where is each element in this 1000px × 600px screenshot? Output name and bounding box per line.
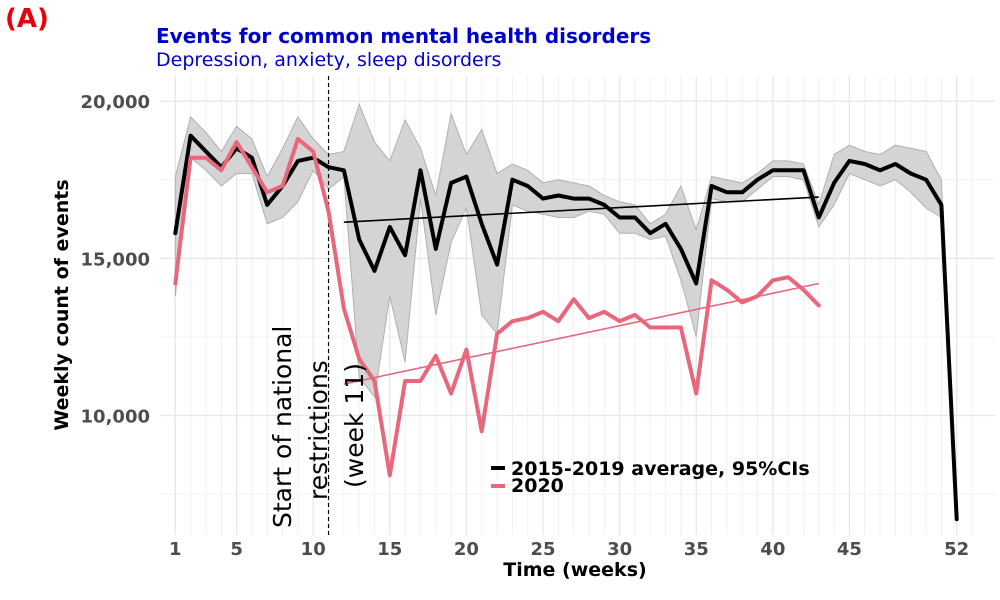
legend-label-average: 2015-2019 average, 95%CIs <box>511 458 810 480</box>
x-tick-label: 20 <box>454 539 479 560</box>
y-tick-label: 10,000 <box>81 407 150 428</box>
y-axis-title: Weekly count of events <box>51 179 73 430</box>
x-tick-label: 15 <box>377 539 402 560</box>
series-lines <box>173 133 959 522</box>
chart-subtitle: Depression, anxiety, sleep disorders <box>156 49 501 71</box>
y-tick-label: 15,000 <box>81 249 150 270</box>
trend-line-0 <box>343 196 819 223</box>
legend: 2015-2019 average, 95%CIs 2020 <box>491 458 810 497</box>
legend-label-2020: 2020 <box>511 475 564 497</box>
y-tick-label: 20,000 <box>81 92 150 113</box>
x-tick-label: 35 <box>684 539 709 560</box>
y-tick-labels: 10,000 15,000 20,000 <box>81 92 150 427</box>
series-line-average <box>173 133 959 522</box>
annotation-line-3: (week 11) <box>340 363 369 488</box>
series-line-2020 <box>173 136 821 478</box>
x-tick-label: 5 <box>230 539 243 560</box>
annotation: Start of national restrictions (week 11) <box>268 326 369 528</box>
x-tick-label: 25 <box>530 539 555 560</box>
panel-label: (A) <box>5 4 49 34</box>
x-tick-label: 40 <box>760 539 785 560</box>
x-tick-label: 10 <box>301 539 326 560</box>
annotation-line-1: Start of national <box>268 326 297 528</box>
x-tick-label: 30 <box>607 539 632 560</box>
x-tick-label: 1 <box>169 539 182 560</box>
x-axis-title: Time (weeks) <box>503 559 646 581</box>
chart-title: Events for common mental health disorder… <box>156 24 651 48</box>
x-tick-label: 45 <box>837 539 862 560</box>
annotation-line-2: restrictions <box>304 360 333 500</box>
x-tick-labels: 1 5 10 15 20 25 30 35 40 45 52 <box>169 539 969 560</box>
x-tick-label: 52 <box>944 539 969 560</box>
